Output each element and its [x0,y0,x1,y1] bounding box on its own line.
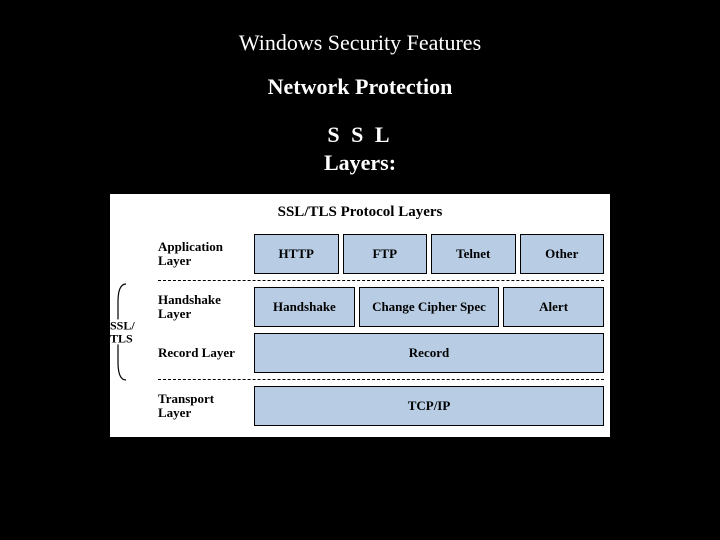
box-change-cipher-spec: Change Cipher Spec [359,287,499,327]
box-record: Record [254,333,604,373]
row-transport: Transport Layer TCP/IP [110,383,610,429]
row-record: Record Layer Record [110,330,610,376]
ssl-heading-line1: S S L [0,100,720,148]
label-transport-layer: Transport Layer [156,383,252,429]
box-http: HTTP [254,234,339,274]
page-title: Windows Security Features [0,0,720,56]
box-telnet: Telnet [431,234,516,274]
label-application-layer: Application Layer [156,231,252,277]
diagram-title: SSL/TLS Protocol Layers [110,198,610,231]
label-handshake-layer: Handshake Layer [156,284,252,330]
label-record-layer: Record Layer [156,330,252,376]
ssl-heading-line2: Layers: [0,148,720,176]
box-alert: Alert [503,287,604,327]
box-tcpip: TCP/IP [254,386,604,426]
separator-1 [110,277,610,284]
box-handshake: Handshake [254,287,355,327]
row-application: Application Layer HTTP FTP Telnet Other [110,231,610,277]
box-other: Other [520,234,605,274]
box-ftp: FTP [343,234,428,274]
diagram-body: Application Layer HTTP FTP Telnet Other [110,231,610,437]
page-subtitle: Network Protection [0,56,720,100]
row-handshake: SSL/ TLS Handshake Layer Handshake Chang… [110,284,610,330]
diagram-container: SSL/TLS Protocol Layers Application Laye… [110,194,610,437]
separator-2 [110,376,610,383]
